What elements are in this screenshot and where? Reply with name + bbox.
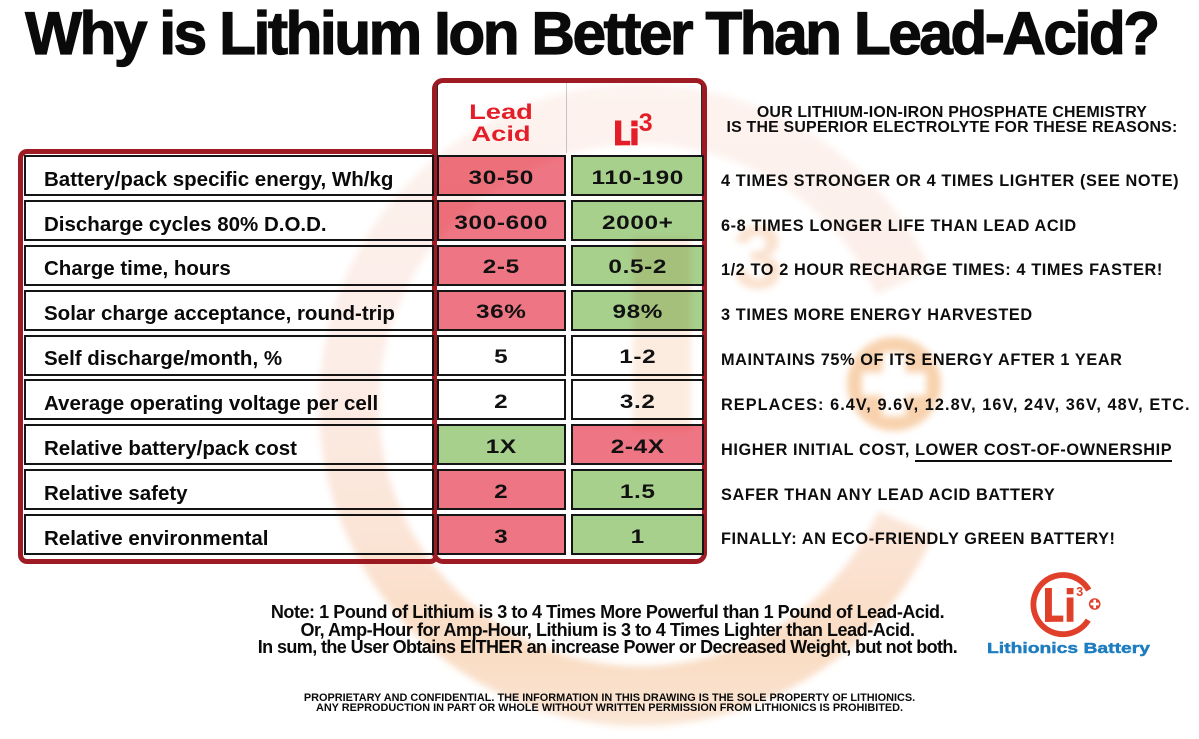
svg-text:3: 3 bbox=[1076, 585, 1083, 599]
svg-text:Lithionics Battery: Lithionics Battery bbox=[987, 641, 1151, 657]
svg-text:3: 3 bbox=[639, 109, 653, 137]
